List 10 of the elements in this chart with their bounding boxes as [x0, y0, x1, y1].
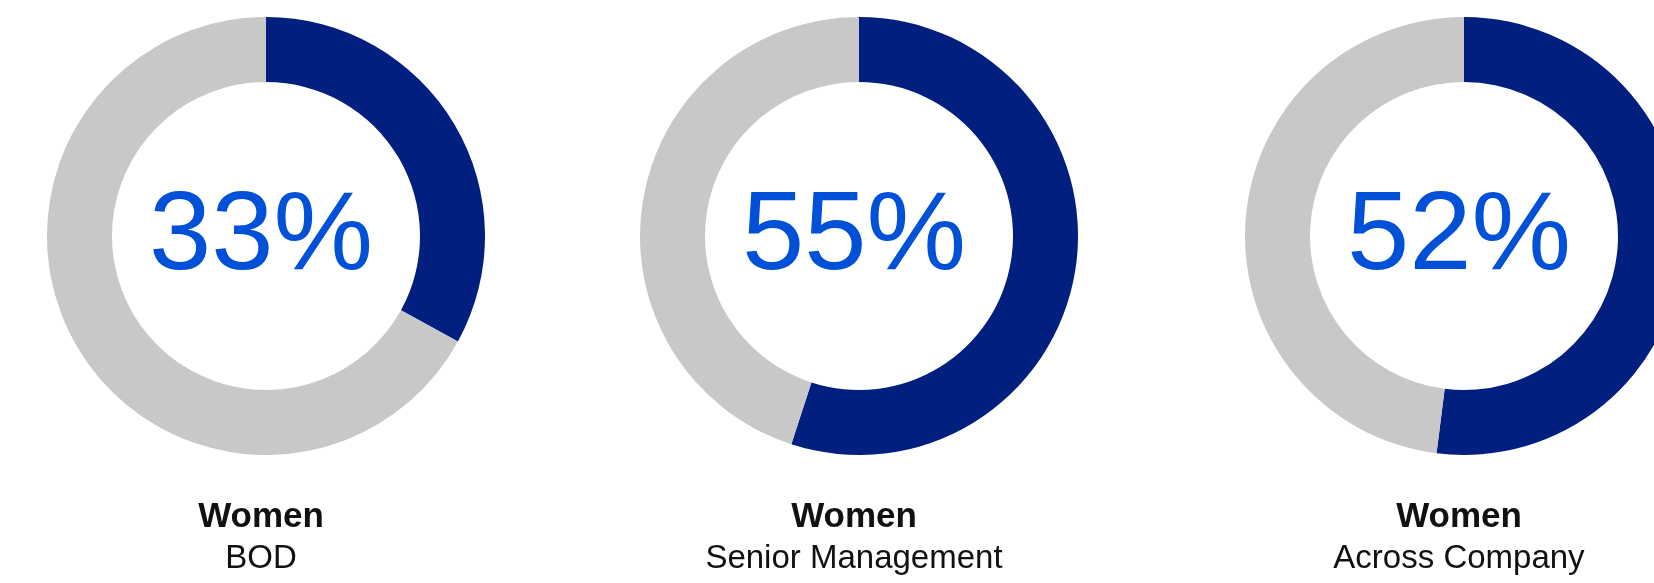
text: 55%: [740, 168, 968, 293]
donut-slice: [47, 17, 458, 455]
text: Women: [790, 494, 918, 536]
text: Women: [197, 494, 325, 536]
text: BOD: [224, 537, 298, 577]
text: Across Company: [1332, 537, 1586, 577]
text: 33%: [147, 168, 375, 293]
text: Women: [1395, 494, 1523, 536]
text: Senior Management: [704, 537, 1004, 577]
text: 52%: [1345, 168, 1573, 293]
